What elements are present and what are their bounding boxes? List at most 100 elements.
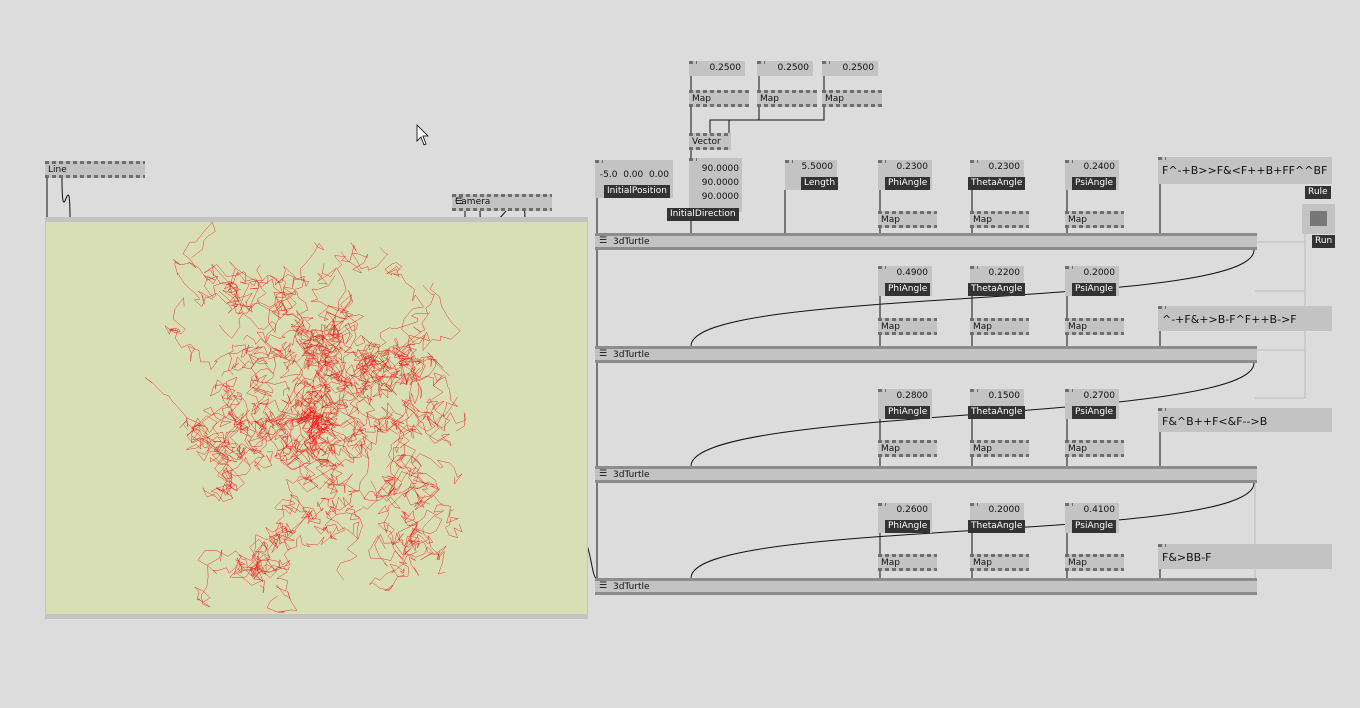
map-node[interactable] [822,90,882,107]
bar [595,360,1257,363]
rule-text: F&>BB-F [1162,551,1212,564]
io-value: 0.2000 [988,505,1021,515]
pin-label: ThetaAngle [968,283,1026,296]
rule-text: F^-+B>>F&<F++B+FF^^BF [1162,164,1328,177]
map-node[interactable] [878,318,937,335]
bar [595,247,1257,250]
vector-node[interactable] [689,133,731,150]
pins [689,90,749,93]
map-node[interactable] [878,440,937,457]
pin-label: ThetaAngle [968,406,1026,419]
map-node[interactable] [1065,211,1124,228]
pins [757,90,817,93]
io-value: 0.2700 [1083,391,1116,401]
pins [970,225,1029,228]
turtle-icon: ☰ [599,236,608,246]
rule-text: F&^B++F<&F-->B [1162,415,1268,428]
pins [1065,332,1124,335]
turtle-node[interactable] [595,466,1257,483]
pins [878,568,937,571]
turtle-name: 3dTurtle [613,350,650,360]
map-node[interactable] [970,440,1029,457]
turtle-node[interactable] [595,578,1257,595]
io-box[interactable] [689,158,742,212]
pin-label: InitialDirection [667,208,739,221]
io-value: 90.0000 [701,164,739,174]
io-box[interactable] [689,61,745,76]
pin-label: ThetaAngle [968,520,1026,533]
io-box[interactable] [757,61,813,76]
io-box[interactable] [822,61,878,76]
pins [878,440,937,443]
bar [595,578,1257,581]
io-value: 0.2500 [842,63,875,73]
pins [970,568,1029,571]
pin-label: PsiAngle [1072,283,1117,296]
pins [878,225,937,228]
pins [1158,306,1166,309]
map-node[interactable] [757,90,817,107]
pins [970,503,978,506]
rule-box[interactable] [1158,408,1332,432]
pins [689,158,697,161]
io-value: 0.2500 [777,63,810,73]
pins [822,104,882,107]
map-text: Map [881,322,900,332]
line-node[interactable] [45,161,145,178]
io-value: 0.4900 [896,268,929,278]
map-node[interactable] [689,90,749,107]
map-node[interactable] [1065,318,1124,335]
rule-text: ^-+F&+>B-F^F++B->F [1162,313,1297,326]
map-node[interactable] [970,318,1029,335]
pin-label: PhiAngle [885,520,931,533]
io-value: 90.0000 [701,178,739,188]
bar [595,466,1257,469]
map-node[interactable] [970,211,1029,228]
rule-box[interactable] [1158,544,1332,569]
pins [822,90,882,93]
pins [1065,440,1124,443]
io-value: 0.4100 [1083,505,1116,515]
pins [970,266,978,269]
map-node[interactable] [1065,554,1124,571]
pins [878,266,886,269]
rule-box[interactable] [1158,306,1332,331]
map-text: Map [973,215,992,225]
turtle-name: 3dTurtle [613,582,650,592]
map-text: Map [760,94,779,104]
pins [45,175,145,178]
pins [970,318,1029,321]
pins [1158,408,1166,411]
turtle-node[interactable] [595,346,1257,363]
rule-box[interactable] [1158,157,1332,184]
camera-node[interactable] [452,194,552,211]
pins [970,554,1029,557]
pins [452,208,552,211]
map-text: Map [1068,558,1087,568]
map-node[interactable] [878,554,937,571]
pins [878,332,937,335]
map-text: Map [692,94,711,104]
camera-icon: ☰ [455,197,464,207]
turtle-icon: ☰ [599,581,608,591]
turtle-name: 3dTurtle [613,237,650,247]
pins [689,104,749,107]
pins [878,503,886,506]
io-value: -5.0 0.00 0.00 [599,170,669,180]
pins [970,160,978,163]
pins [785,160,793,163]
pins [757,61,765,64]
map-text: Map [973,558,992,568]
bar [595,480,1257,483]
map-node[interactable] [1065,440,1124,457]
pins [1065,454,1124,457]
pins [1065,503,1073,506]
pins [878,318,937,321]
map-node[interactable] [878,211,937,228]
pins [970,440,1029,443]
map-node[interactable] [970,554,1029,571]
turtle-node[interactable] [595,233,1257,250]
link [1255,241,1305,351]
